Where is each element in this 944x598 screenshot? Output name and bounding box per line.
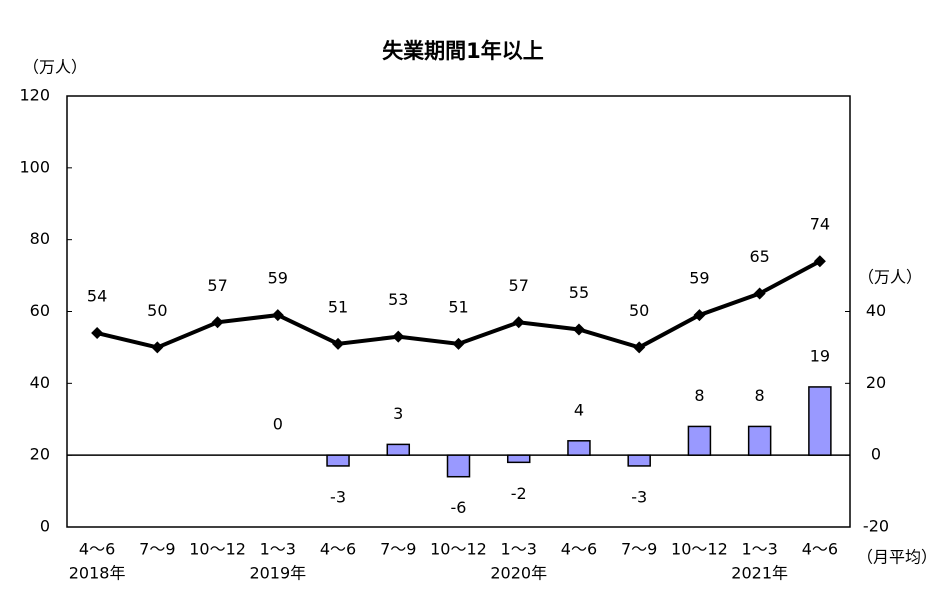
- chart-title: 失業期間1年以上: [382, 39, 544, 63]
- line-marker: [572, 323, 585, 336]
- x-year-label: 2019年: [249, 564, 306, 583]
- line-marker: [392, 330, 405, 343]
- x-note: （月平均）: [857, 548, 937, 567]
- bar-label: 19: [810, 346, 830, 365]
- bar-label: 3: [393, 404, 403, 423]
- x-year-label: 2021年: [731, 564, 788, 583]
- x-tick-label: 1～3: [260, 540, 296, 559]
- y-tick-label: 40: [30, 373, 50, 392]
- x-tick-label: 10～12: [189, 540, 246, 559]
- x-tick-label: 4～6: [561, 540, 597, 559]
- line-label: 54: [87, 287, 107, 306]
- line-label: 57: [509, 276, 529, 295]
- y-tick-label: 20: [30, 445, 50, 464]
- line-marker: [753, 287, 766, 300]
- y-tick-label: 100: [19, 157, 50, 176]
- x-tick-label: 10～12: [671, 540, 728, 559]
- bar-label: 8: [694, 386, 704, 405]
- line-marker: [452, 337, 465, 350]
- bar: [326, 454, 350, 467]
- x-tick-label: 7～9: [139, 540, 175, 559]
- line-marker: [151, 341, 164, 354]
- y-tick-label: 80: [30, 229, 50, 248]
- line-marker: [211, 316, 224, 329]
- line-marker: [633, 341, 646, 354]
- y2-unit: （万人）: [858, 268, 922, 287]
- bar: [687, 425, 712, 456]
- bar: [747, 425, 772, 456]
- y2-tick-label: -20: [863, 517, 889, 536]
- y-tick-label: 120: [19, 86, 50, 105]
- line-label: 51: [328, 297, 348, 316]
- y-unit: （万人）: [23, 58, 87, 77]
- line-marker: [693, 309, 706, 322]
- bar-label: -3: [330, 487, 346, 506]
- line-marker: [332, 337, 345, 350]
- bar-label: 8: [755, 386, 765, 405]
- line-label: 55: [569, 283, 589, 302]
- bar-label: -6: [451, 498, 467, 517]
- x-tick-label: 7～9: [621, 540, 657, 559]
- line-marker: [271, 309, 284, 322]
- line-label: 50: [629, 301, 649, 320]
- bar-label: -2: [511, 484, 527, 503]
- line-marker: [512, 316, 525, 329]
- x-tick-label: 1～3: [741, 540, 777, 559]
- bar: [808, 386, 832, 456]
- line-marker: [813, 255, 826, 268]
- bar-label: 0: [273, 415, 283, 434]
- bar: [386, 443, 411, 456]
- x-tick-label: 4～6: [79, 540, 115, 559]
- line-label: 50: [147, 301, 167, 320]
- bar: [506, 454, 531, 464]
- line-label: 65: [749, 247, 769, 266]
- y2-tick-label: 20: [866, 373, 886, 392]
- bar: [627, 454, 651, 467]
- bar: [567, 440, 591, 456]
- x-tick-label: 7～9: [380, 540, 416, 559]
- line-label: 59: [268, 269, 288, 288]
- line-marker: [91, 327, 104, 340]
- line-label: 51: [448, 297, 468, 316]
- y-tick-label: 60: [30, 301, 50, 320]
- x-tick-label: 1～3: [501, 540, 537, 559]
- x-tick-label: 10～12: [430, 540, 487, 559]
- line-label: 57: [207, 276, 227, 295]
- bar-label: -3: [631, 487, 647, 506]
- x-tick-label: 4～6: [320, 540, 356, 559]
- bar-label: 4: [574, 400, 584, 419]
- x-tick-label: 4～6: [802, 540, 838, 559]
- x-year-label: 2020年: [490, 564, 547, 583]
- line-label: 59: [689, 269, 709, 288]
- line-label: 74: [810, 215, 830, 234]
- y-tick-label: 0: [40, 517, 50, 536]
- y2-tick-label: 0: [871, 445, 881, 464]
- x-year-label: 2018年: [69, 564, 126, 583]
- line-label: 53: [388, 290, 408, 309]
- bar: [446, 454, 471, 478]
- y2-tick-label: 40: [866, 301, 886, 320]
